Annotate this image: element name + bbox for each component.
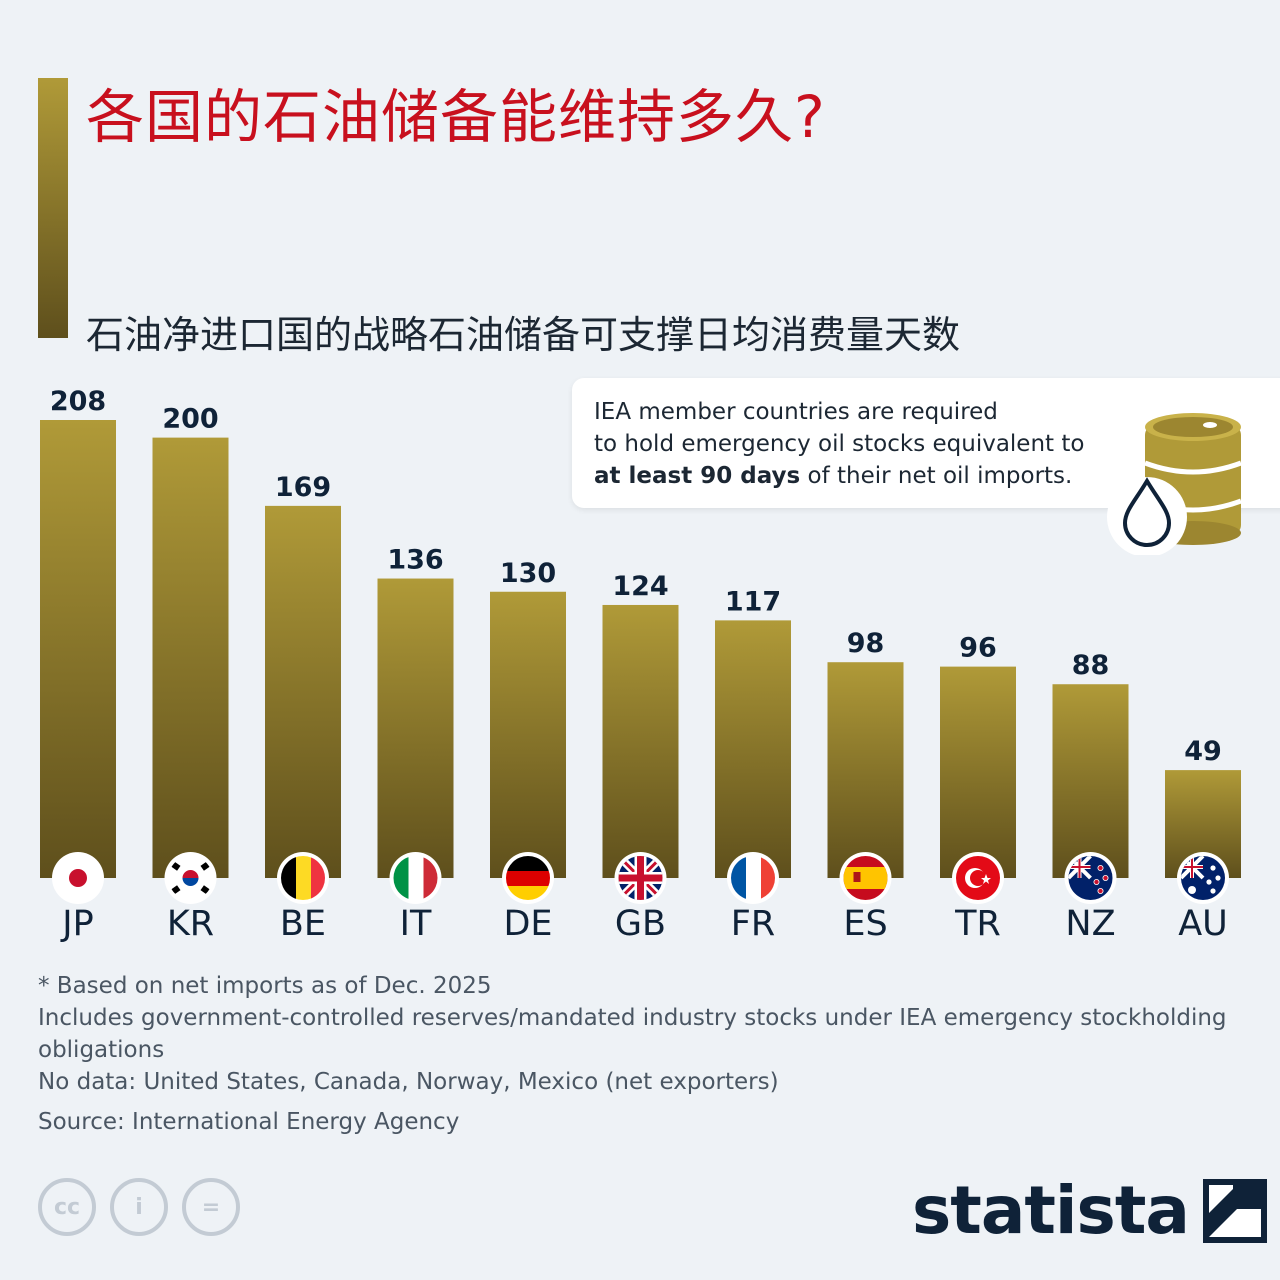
- bar-group-au: 49 AU: [1165, 736, 1241, 944]
- bar-gb: [602, 604, 679, 878]
- uk-flag-icon: [614, 852, 667, 904]
- bar-es: [827, 662, 904, 878]
- no-derivatives-icon[interactable]: =: [182, 1178, 240, 1236]
- oil-barrel-icon: [1107, 413, 1242, 555]
- callout-text: IEA member countries are required to hol…: [594, 396, 1134, 492]
- category-label-nz: NZ: [1065, 904, 1115, 944]
- category-label-de: DE: [503, 904, 552, 944]
- bar-group-de: 130 DE: [490, 558, 566, 944]
- france-flag-icon: [727, 852, 779, 904]
- bar-nz: [1052, 684, 1129, 878]
- bar-be: [265, 505, 341, 878]
- category-label-tr: TR: [954, 904, 1001, 944]
- bar-group-nz: 88 NZ: [1052, 650, 1129, 944]
- bar-jp: [40, 420, 116, 878]
- callout-rest: of their net oil imports.: [800, 463, 1073, 489]
- note-includes: Includes government-controlled reserves/…: [38, 1005, 1227, 1063]
- bar-group-kr: 200 KR: [152, 404, 229, 944]
- bar-de: [490, 591, 566, 878]
- callout-bold: at least 90 days: [594, 463, 801, 489]
- page-title: 各国的石油储备能维持多久?: [86, 83, 826, 151]
- value-label-fr: 117: [725, 586, 781, 617]
- bar-it: [377, 578, 454, 878]
- category-label-au: AU: [1178, 904, 1228, 944]
- bar-group-be: 169 BE: [265, 472, 341, 944]
- bar-kr: [152, 437, 229, 878]
- bar-group-it: 136 IT: [377, 545, 454, 944]
- callout-line-1: IEA member countries are required: [594, 399, 998, 425]
- value-label-kr: 200: [162, 404, 218, 435]
- license-icons: cc i =: [38, 1178, 240, 1236]
- note-no-data: No data: United States, Canada, Norway, …: [38, 1069, 779, 1095]
- bar-group-tr: 96 TR: [940, 633, 1016, 944]
- category-label-kr: KR: [167, 904, 214, 944]
- south-korea-flag-icon: [164, 852, 217, 904]
- bar-tr: [940, 666, 1016, 878]
- value-label-gb: 124: [612, 571, 668, 602]
- value-label-es: 98: [847, 628, 885, 659]
- belgium-flag-icon: [277, 852, 329, 904]
- category-label-fr: FR: [731, 904, 775, 944]
- spain-flag-icon: [839, 852, 892, 904]
- chart-subtitle: 石油净进口国的战略石油储备可支撑日均消费量天数: [86, 313, 961, 357]
- bar-group-fr: 117 FR: [715, 586, 791, 944]
- value-label-tr: 96: [959, 633, 997, 664]
- italy-flag-icon: [389, 852, 442, 904]
- bar-group-es: 98 ES: [827, 628, 904, 944]
- value-label-de: 130: [500, 558, 556, 589]
- category-label-it: IT: [400, 904, 432, 944]
- statista-logo[interactable]: statista: [912, 1172, 1267, 1249]
- callout-line-3: at least 90 days of their net oil import…: [594, 460, 1134, 492]
- value-label-nz: 88: [1072, 650, 1110, 681]
- category-label-be: BE: [280, 904, 326, 944]
- germany-flag-icon: [502, 852, 554, 904]
- category-label-jp: JP: [60, 904, 93, 944]
- logo-text: statista: [912, 1172, 1190, 1249]
- chart-notes: * Based on net imports as of Dec. 2025 I…: [38, 970, 1238, 1138]
- cc-icon[interactable]: cc: [38, 1178, 96, 1236]
- value-label-be: 169: [275, 472, 331, 503]
- value-label-it: 136: [387, 545, 443, 576]
- australia-flag-icon: [1177, 852, 1229, 904]
- bar-fr: [715, 620, 791, 878]
- value-label-jp: 208: [50, 386, 106, 417]
- value-label-au: 49: [1184, 736, 1222, 767]
- bar-chart: 208JP200KR169BE136IT130DE124GB117FR98ES9…: [40, 386, 1241, 944]
- title-accent-bar: [38, 78, 68, 338]
- japan-flag-icon: [52, 852, 104, 904]
- attribution-icon[interactable]: i: [110, 1178, 168, 1236]
- turkey-flag-icon: [952, 852, 1004, 904]
- bar-group-gb: 124 GB: [602, 571, 679, 944]
- bar-group-jp: 208 JP: [40, 386, 116, 944]
- category-label-gb: GB: [615, 904, 666, 944]
- source-line: Source: International Energy Agency: [38, 1109, 460, 1135]
- callout-line-2: to hold emergency oil stocks equivalent …: [594, 431, 1085, 457]
- note-basis: * Based on net imports as of Dec. 2025: [38, 973, 492, 999]
- statista-logo-icon: [1202, 1178, 1267, 1243]
- category-label-es: ES: [843, 904, 887, 944]
- new-zealand-flag-icon: [1064, 852, 1117, 904]
